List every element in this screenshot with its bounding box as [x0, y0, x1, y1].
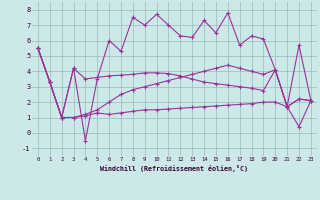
X-axis label: Windchill (Refroidissement éolien,°C): Windchill (Refroidissement éolien,°C): [100, 165, 248, 172]
